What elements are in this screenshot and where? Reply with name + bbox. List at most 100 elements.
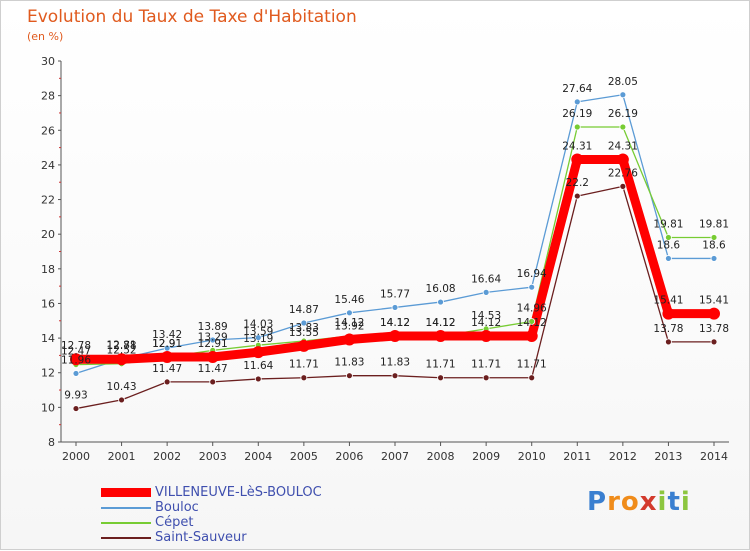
- legend-swatch: [101, 537, 151, 539]
- data-point: [437, 298, 444, 306]
- data-point: [616, 153, 629, 166]
- data-label: 14.12: [517, 317, 547, 329]
- x-tick-label: 2011: [563, 450, 591, 463]
- data-label: 12.78: [61, 340, 91, 352]
- x-tick-label: 2000: [62, 450, 90, 463]
- data-point: [254, 334, 262, 341]
- data-point: [437, 374, 444, 382]
- logo-letter: r: [607, 487, 621, 517]
- data-point: [206, 350, 219, 363]
- data-label: 11.83: [380, 357, 410, 369]
- data-point: [391, 304, 399, 311]
- data-label: 12.47: [61, 346, 91, 358]
- x-tick-label: 2008: [427, 450, 455, 463]
- data-point: [434, 330, 447, 343]
- data-label: 15.77: [380, 288, 410, 300]
- x-tick-label: 2002: [153, 450, 181, 463]
- data-point: [343, 333, 356, 346]
- data-point: [346, 309, 353, 317]
- data-label: 12.81: [107, 340, 137, 352]
- x-tick-label: 2014: [700, 450, 728, 463]
- legend-label: Saint-Sauveur: [155, 530, 247, 545]
- data-label: 15.41: [699, 295, 729, 307]
- y-tick-label: 28: [41, 90, 55, 103]
- data-point: [571, 153, 584, 166]
- data-label: 13.78: [699, 323, 729, 335]
- x-tick-label: 2012: [609, 450, 637, 463]
- data-label: 14.87: [289, 304, 319, 316]
- data-point: [72, 370, 80, 377]
- data-point: [209, 336, 217, 344]
- data-label: 14.96: [517, 302, 547, 314]
- data-label: 16.08: [426, 283, 456, 295]
- data-label: 27.64: [562, 83, 592, 95]
- data-label: 11.71: [426, 359, 456, 371]
- x-tick-label: 2006: [335, 450, 363, 463]
- data-label: 19.81: [699, 218, 729, 230]
- data-label: 13.78: [653, 323, 683, 335]
- data-label: 13.42: [152, 329, 182, 341]
- data-point: [254, 375, 262, 383]
- data-point: [346, 372, 353, 380]
- data-label: 12.91: [152, 338, 182, 350]
- data-point: [528, 283, 536, 291]
- data-point: [72, 405, 80, 412]
- data-label: 22.76: [608, 167, 638, 179]
- data-label: 9.93: [64, 390, 87, 402]
- y-tick-label: 20: [41, 228, 55, 241]
- data-label: 18.6: [657, 239, 681, 251]
- data-point: [619, 91, 627, 99]
- data-point: [710, 338, 718, 346]
- data-label: 26.19: [562, 108, 592, 120]
- data-point: [161, 350, 174, 363]
- data-label: 13.19: [243, 333, 273, 345]
- data-label: 16.64: [471, 273, 501, 285]
- legend-swatch: [101, 488, 151, 497]
- data-point: [528, 374, 536, 382]
- data-label: 13.29: [198, 331, 228, 343]
- data-point: [391, 372, 399, 380]
- proxiti-logo: Proxiti: [587, 487, 691, 517]
- data-label: 11.96: [61, 354, 91, 366]
- data-point: [297, 339, 310, 352]
- data-label: 10.43: [107, 381, 137, 393]
- x-tick-label: 2005: [290, 450, 318, 463]
- logo-letter: x: [639, 487, 658, 517]
- data-label: 19.81: [653, 218, 683, 230]
- data-label: 15.46: [334, 294, 364, 306]
- data-label: 14.12: [426, 317, 456, 329]
- data-label: 13.55: [289, 327, 319, 339]
- y-tick-label: 10: [41, 401, 55, 414]
- data-point: [665, 234, 672, 241]
- legend-swatch: [101, 507, 151, 509]
- data-label: 12.78: [107, 340, 137, 352]
- data-label: 13.83: [289, 322, 319, 334]
- data-point: [480, 330, 493, 343]
- data-label: 11.83: [334, 357, 364, 369]
- data-label: 11.47: [152, 363, 182, 375]
- data-point: [665, 338, 672, 346]
- data-label: 12.91: [198, 338, 228, 350]
- data-point: [573, 98, 581, 106]
- data-point: [118, 396, 125, 404]
- x-tick-label: 2003: [199, 450, 227, 463]
- data-point: [300, 319, 308, 327]
- logo-letter: t: [667, 487, 681, 517]
- y-tick-label: 8: [48, 436, 55, 449]
- x-tick-label: 2001: [108, 450, 136, 463]
- data-point: [115, 353, 128, 366]
- data-label: 14.12: [334, 317, 364, 329]
- data-point: [710, 234, 718, 241]
- logo-letter: i: [657, 487, 668, 517]
- data-label: 13.89: [198, 321, 228, 333]
- data-point: [573, 123, 581, 131]
- x-tick-label: 2007: [381, 450, 409, 463]
- legend-label: VILLENEUVE-LèS-BOULOC: [155, 485, 322, 500]
- data-label: 28.05: [608, 76, 638, 88]
- y-tick-label: 24: [41, 159, 55, 172]
- data-point: [528, 318, 536, 325]
- x-tick-label: 2013: [654, 450, 682, 463]
- data-label: 26.19: [608, 108, 638, 120]
- data-point: [662, 307, 675, 320]
